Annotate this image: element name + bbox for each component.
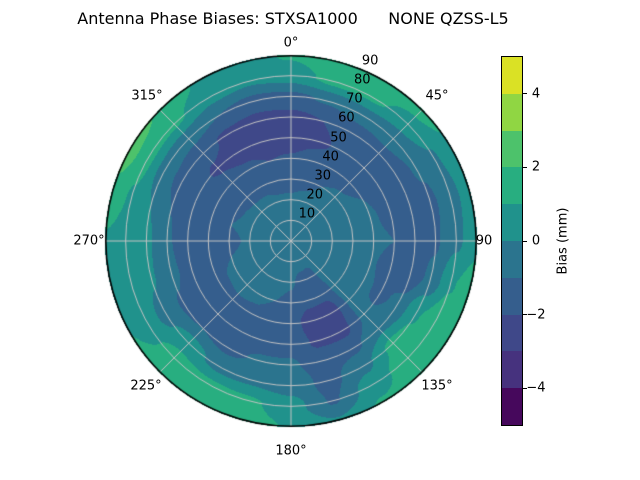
polar-contour-canvas xyxy=(104,54,478,428)
colorbar-tickmark xyxy=(523,387,527,389)
chart-title: Antenna Phase Biases: STXSA1000 NONE QZS… xyxy=(77,9,509,28)
colorbar-segment xyxy=(502,204,522,241)
colorbar-tickmark xyxy=(523,93,527,95)
colorbar-tick-label: 4 xyxy=(531,86,541,102)
colorbar-segment xyxy=(502,57,522,94)
colorbar xyxy=(501,56,523,426)
radial-tick-label: 10 xyxy=(298,206,316,222)
radial-tick-label: 30 xyxy=(314,168,331,184)
colorbar-tick-label: 0 xyxy=(531,233,541,249)
radial-tick-label: 60 xyxy=(338,110,355,126)
colorbar-tickmark xyxy=(523,166,527,168)
colorbar-axis-label: Bias (mm) xyxy=(555,207,571,275)
radial-tick-label: 70 xyxy=(346,91,363,107)
angular-tick-label: 180° xyxy=(275,443,307,459)
radial-tick-label: 20 xyxy=(306,187,324,203)
colorbar-segment xyxy=(502,388,522,425)
colorbar-tickmark xyxy=(523,240,527,242)
angular-tick-label: 225° xyxy=(130,378,162,394)
colorbar-segment xyxy=(502,240,522,278)
angular-tick-label: 0° xyxy=(283,35,299,51)
colorbar-tick-label: 2 xyxy=(531,159,541,175)
angular-tick-label: 45° xyxy=(425,88,449,104)
angular-tick-label: 135° xyxy=(421,378,453,394)
colorbar-segment xyxy=(502,351,522,389)
angular-tick-label: 270° xyxy=(73,233,105,249)
radial-tick-label: 80 xyxy=(353,72,371,88)
radial-tick-label: 40 xyxy=(322,149,339,165)
colorbar-segment xyxy=(502,277,522,315)
angular-tick-label: 315° xyxy=(131,88,163,104)
radial-tick-label: 50 xyxy=(330,130,347,146)
colorbar-segment xyxy=(502,167,522,205)
colorbar-tickmark xyxy=(523,314,527,316)
colorbar-tick-label: −4 xyxy=(526,380,546,396)
radial-tick-label: 90 xyxy=(361,53,379,69)
angular-tick-label: 90 xyxy=(475,233,493,249)
colorbar-segment xyxy=(502,314,522,352)
colorbar-tick-label: −2 xyxy=(526,307,546,323)
colorbar-segment xyxy=(502,130,522,168)
colorbar-segment xyxy=(502,93,522,131)
